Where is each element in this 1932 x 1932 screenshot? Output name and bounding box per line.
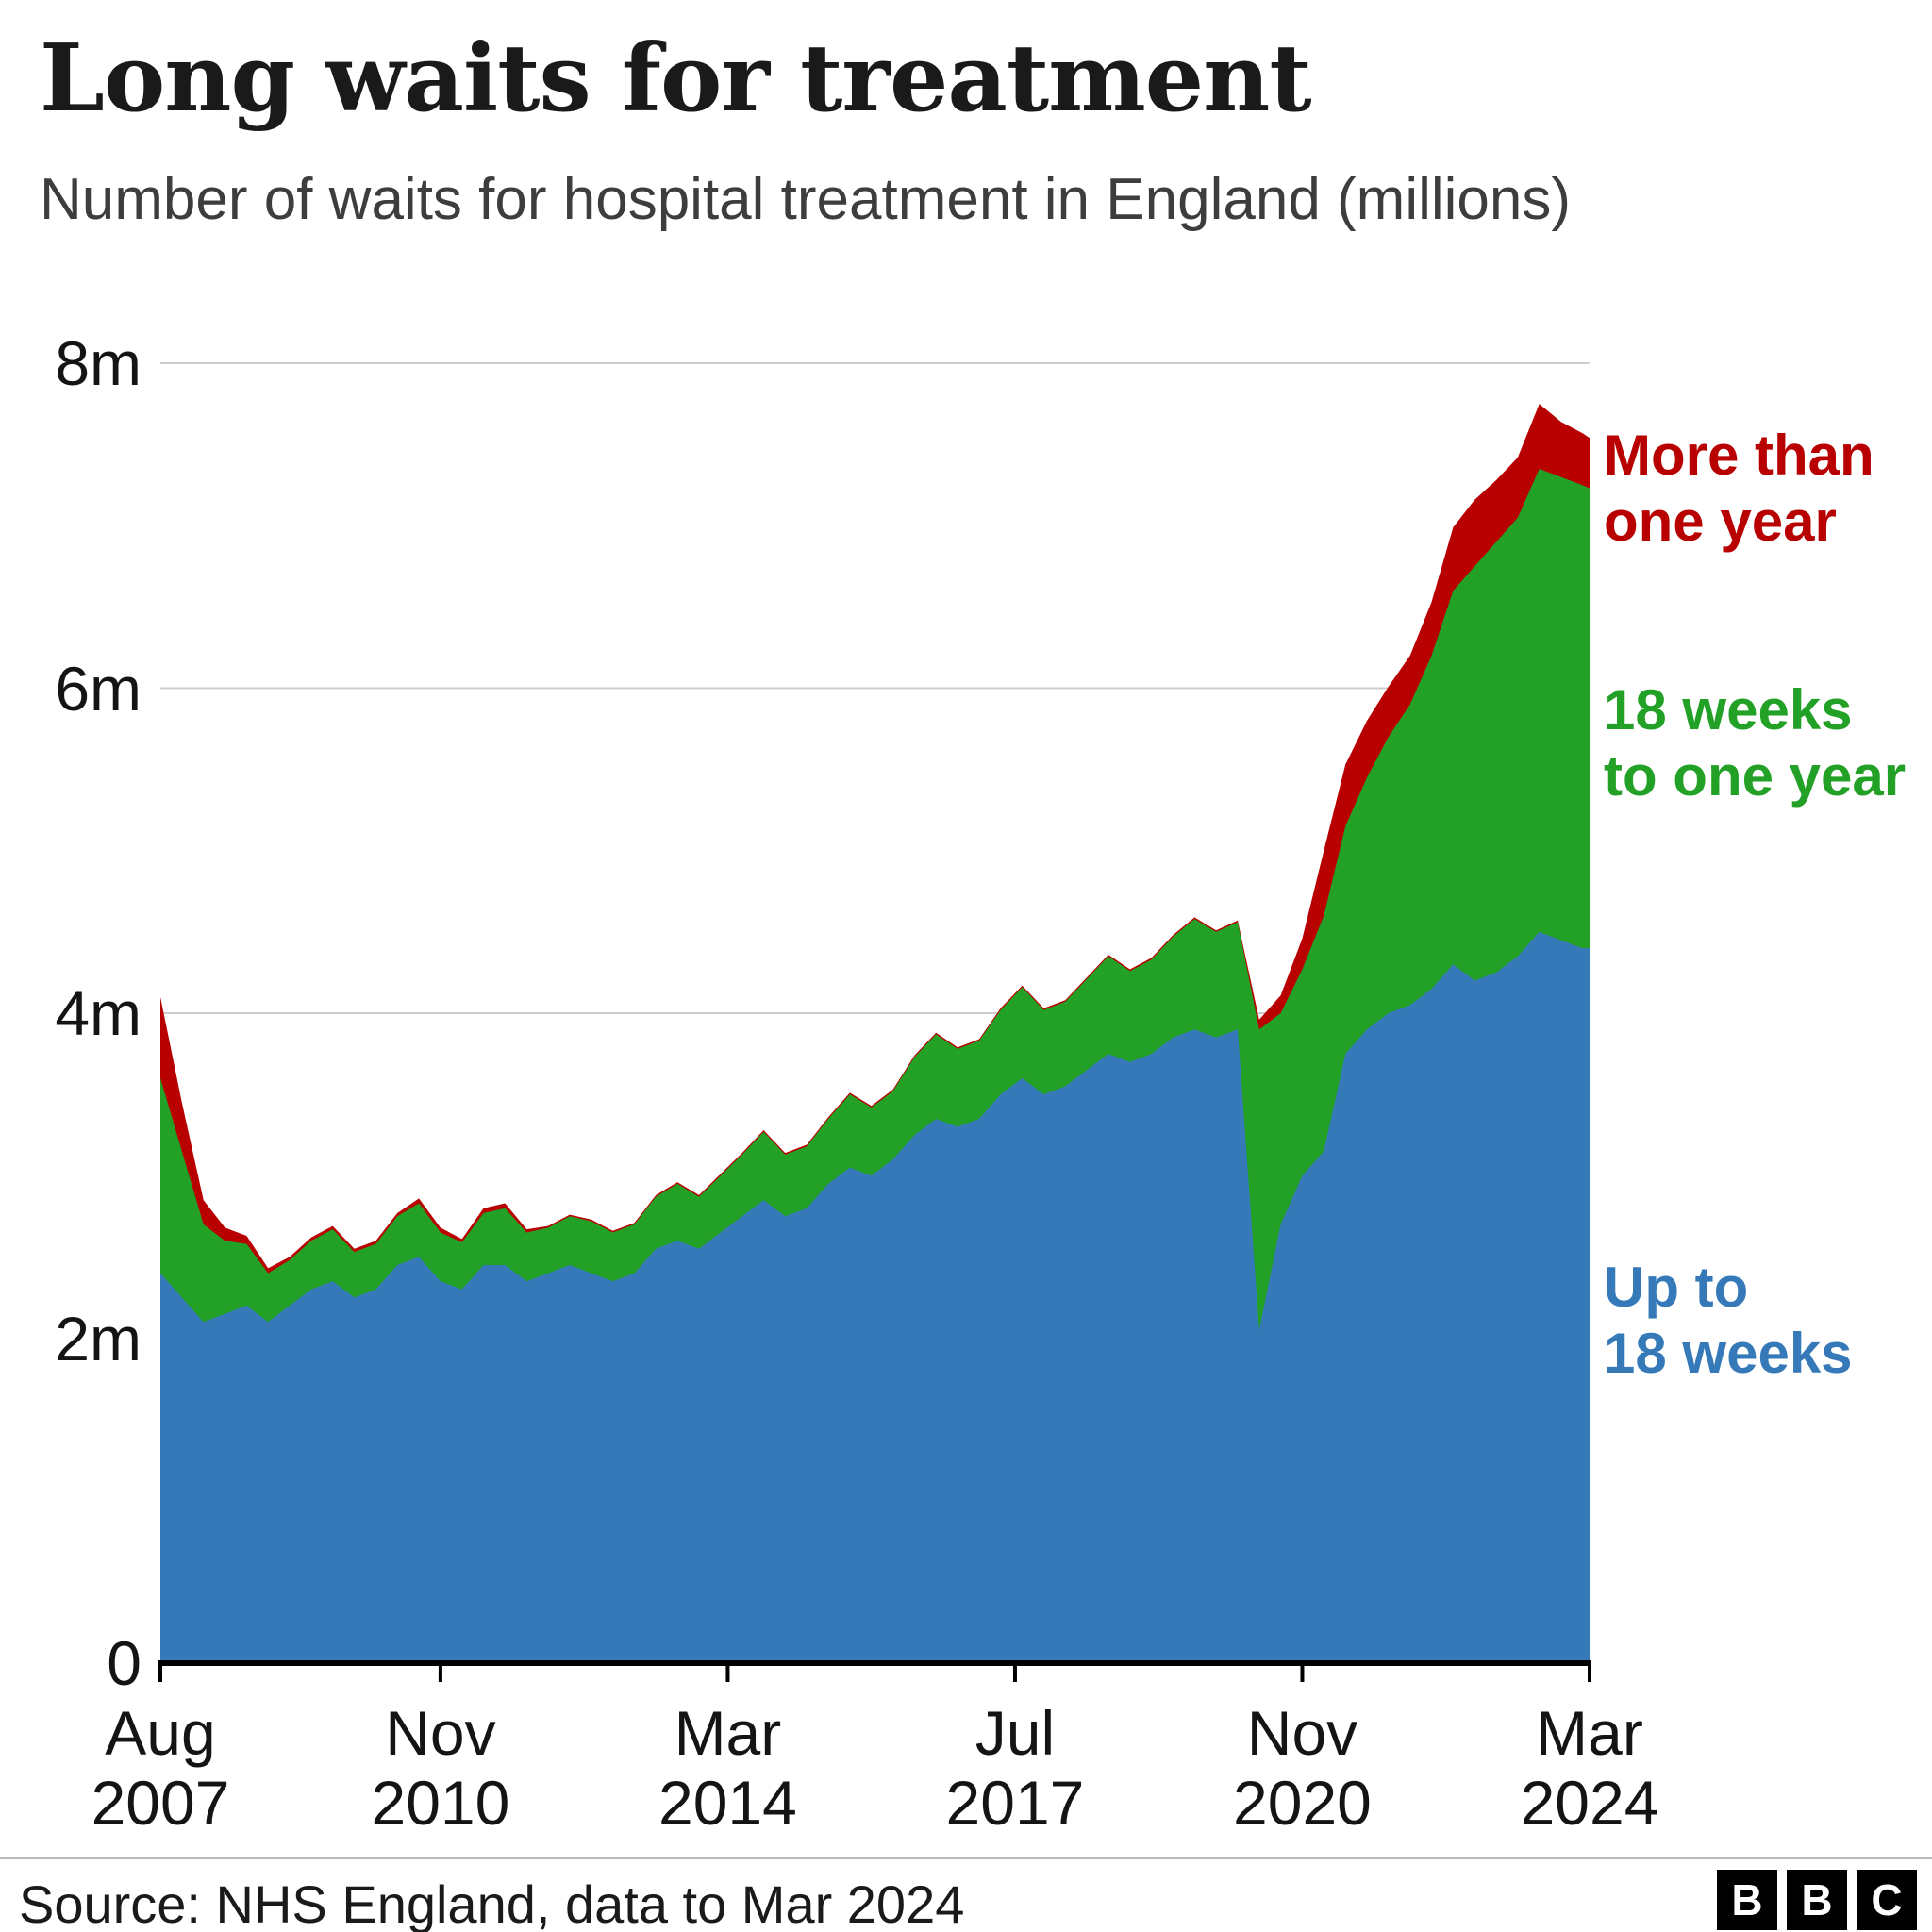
y-tick-label: 8m bbox=[55, 328, 142, 398]
x-tick-label-line: Mar bbox=[1536, 1698, 1643, 1768]
bbc-logo: B B C bbox=[1717, 1870, 1917, 1930]
chart-subtitle: Number of waits for hospital treatment i… bbox=[40, 167, 1572, 232]
y-tick-label: 2m bbox=[55, 1303, 142, 1374]
y-tick-label: 6m bbox=[55, 653, 142, 724]
x-tick-label: Nov 2010 bbox=[299, 1698, 582, 1838]
y-tick-label: 4m bbox=[55, 978, 142, 1048]
footer-divider bbox=[0, 1857, 1932, 1859]
legend-label-line: Up to bbox=[1604, 1256, 1749, 1319]
x-tick-label-line: 2020 bbox=[1233, 1768, 1372, 1838]
legend-label-line: 18 weeks bbox=[1604, 678, 1853, 741]
legend-label-line: 18 weeks bbox=[1604, 1322, 1853, 1385]
legend-label-line: one year bbox=[1604, 490, 1837, 553]
x-tick-label-line: 2007 bbox=[91, 1768, 230, 1838]
x-tick-label-line: Aug bbox=[105, 1698, 216, 1768]
x-tick-label-line: Nov bbox=[385, 1698, 496, 1768]
x-tick-label: Mar 2024 bbox=[1448, 1698, 1731, 1838]
x-tick-label-line: 2014 bbox=[658, 1768, 797, 1838]
y-tick-label: 0 bbox=[107, 1628, 142, 1698]
x-tick-label-line: 2024 bbox=[1520, 1768, 1659, 1838]
x-tick-label-line: 2010 bbox=[371, 1768, 510, 1838]
bbc-logo-block: B bbox=[1717, 1870, 1777, 1930]
legend-up-to-18-weeks: Up to 18 weeks bbox=[1604, 1255, 1853, 1387]
x-tick-label-line: Jul bbox=[974, 1698, 1056, 1768]
x-tick-label: Jul 2017 bbox=[874, 1698, 1157, 1838]
legend-18-weeks-to-one-year: 18 weeks to one year bbox=[1604, 677, 1906, 809]
legend-label-line: to one year bbox=[1604, 744, 1907, 808]
x-tick-label-line: Mar bbox=[674, 1698, 782, 1768]
legend-more-than-one-year: More than one year bbox=[1604, 423, 1874, 555]
bbc-logo-block: C bbox=[1857, 1870, 1917, 1930]
source-text: Source: NHS England, data to Mar 2024 bbox=[19, 1874, 965, 1932]
x-tick-label-line: 2017 bbox=[945, 1768, 1085, 1838]
legend-label-line: More than bbox=[1604, 424, 1874, 487]
x-tick-label: Mar 2014 bbox=[586, 1698, 869, 1838]
chart-title: Long waits for treatment bbox=[40, 25, 1312, 133]
x-tick-label-line: Nov bbox=[1246, 1698, 1358, 1768]
bbc-logo-block: B bbox=[1787, 1870, 1847, 1930]
y-axis-labels: 0 2m 4m 6m 8m bbox=[0, 0, 142, 1932]
area-up-to-18-weeks bbox=[160, 931, 1590, 1663]
x-tick-label: Nov 2020 bbox=[1160, 1698, 1443, 1838]
x-tick-label: Aug 2007 bbox=[19, 1698, 302, 1838]
